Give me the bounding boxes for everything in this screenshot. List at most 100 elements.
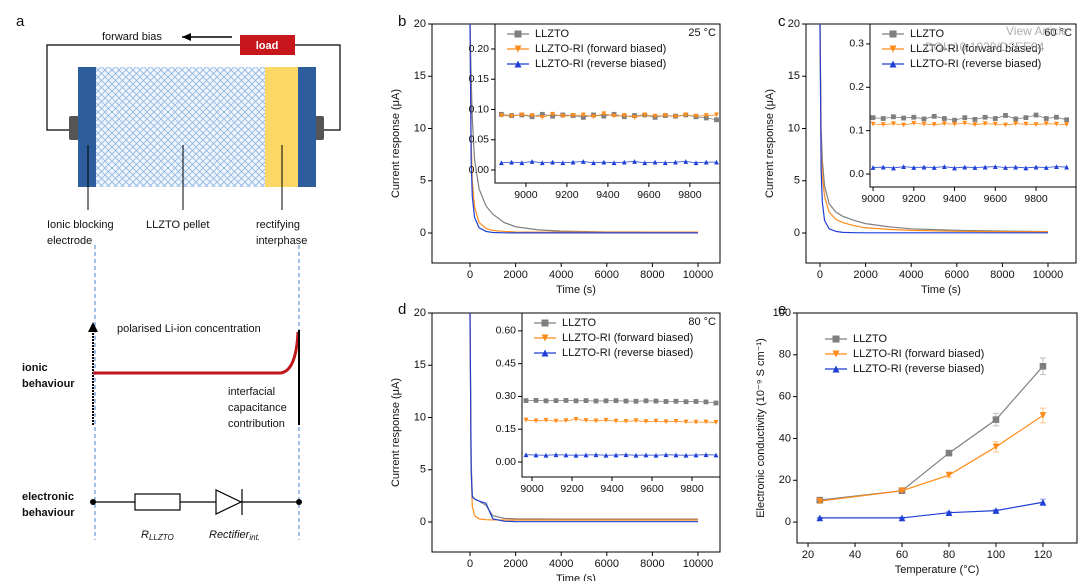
marker	[921, 116, 927, 122]
x-tick-label: 9400	[596, 189, 620, 201]
marker	[1013, 116, 1019, 122]
legend-label: LLZTO-RI (reverse biased)	[853, 363, 984, 375]
y-tick-label: 0.3	[849, 38, 864, 50]
marker	[603, 417, 609, 423]
marker	[816, 497, 824, 505]
marker	[613, 418, 619, 424]
marker	[662, 113, 668, 118]
marker	[693, 160, 699, 166]
marker	[529, 159, 535, 164]
annotation: 60 °C	[1044, 27, 1072, 39]
legend-swatch	[541, 334, 549, 342]
marker	[703, 399, 709, 405]
x-tick-label: 9800	[1024, 193, 1048, 205]
marker	[1039, 412, 1047, 419]
legend-swatch	[889, 45, 897, 53]
marker	[509, 113, 514, 119]
legend-swatch	[514, 45, 522, 53]
marker	[703, 159, 709, 165]
panel-label: b	[398, 13, 406, 30]
legend-label: LLZTO-RI (forward biased)	[853, 348, 984, 360]
x-axis-label: Temperature (°C)	[895, 564, 979, 576]
marker	[1033, 122, 1039, 127]
capacitance-label: capacitance	[228, 402, 287, 414]
legend-swatch	[514, 60, 522, 68]
connector	[314, 116, 324, 140]
x-tick-label: 4000	[549, 269, 573, 281]
marker	[1043, 116, 1049, 121]
marker	[550, 111, 555, 117]
panel-label: a	[16, 13, 25, 30]
marker	[714, 112, 719, 118]
marker	[952, 117, 957, 123]
marker	[1003, 122, 1008, 128]
x-axis-label: Time (s)	[556, 284, 596, 296]
x-tick-label: 8000	[640, 269, 664, 281]
series-line	[819, 24, 1049, 233]
legend-label: LLZTO-RI (forward biased)	[535, 43, 666, 55]
x-tick-label: 0	[817, 269, 823, 281]
marker	[703, 452, 709, 458]
y-tick-label: 20	[414, 18, 426, 30]
marker	[941, 164, 947, 170]
y-tick-label: 15	[788, 70, 800, 82]
marker	[931, 165, 937, 170]
x-tick-label: 4000	[549, 558, 573, 570]
marker	[1054, 114, 1059, 120]
marker	[931, 113, 937, 119]
legend-swatch	[889, 60, 897, 68]
legend-label: LLZTO-RI (reverse biased)	[535, 58, 666, 70]
series-line	[469, 313, 698, 523]
inset-line	[501, 161, 717, 164]
marker	[543, 417, 549, 423]
marker	[560, 113, 566, 119]
marker	[550, 159, 555, 165]
marker	[911, 114, 917, 120]
y-tick-label: 15	[414, 359, 426, 371]
legend-label: LLZTO-RI (reverse biased)	[562, 347, 693, 359]
marker	[880, 122, 886, 127]
marker	[663, 452, 669, 458]
marker	[962, 164, 968, 170]
x-tick-label: 6000	[945, 269, 969, 281]
x-tick-label: 9800	[680, 483, 704, 495]
marker	[539, 111, 545, 117]
y-tick-label: 5	[420, 464, 426, 476]
y-axis-label: Electronic conductivity (10⁻⁹ S cm⁻¹)	[755, 338, 767, 518]
marker	[714, 159, 719, 165]
marker	[992, 116, 998, 121]
electrode	[298, 67, 316, 187]
marker	[1064, 164, 1070, 170]
marker	[553, 398, 559, 404]
panel-label: c	[778, 13, 786, 30]
y-tick-label: 10	[414, 411, 426, 423]
rectifier-subscript: int.	[249, 533, 260, 542]
y-tick-label: 0.2	[849, 81, 864, 93]
marker	[1064, 122, 1070, 127]
marker	[870, 121, 876, 127]
plot-frame	[796, 312, 1078, 544]
marker	[1039, 363, 1047, 370]
marker	[570, 159, 576, 165]
marker	[1064, 117, 1070, 123]
marker	[911, 120, 917, 126]
x-tick-label: 10000	[1033, 269, 1064, 281]
circuit-wire	[46, 44, 341, 131]
marker	[539, 114, 545, 120]
electrode-label: Ionic blocking	[47, 219, 114, 231]
pointer-lines	[87, 145, 283, 210]
legend-label: LLZTO-RI (forward biased)	[910, 43, 1041, 55]
pellet	[96, 67, 265, 187]
resistor-symbol: R	[141, 529, 149, 541]
y-tick-label: 0.00	[496, 456, 517, 468]
marker	[519, 112, 525, 118]
y-tick-label: 0.15	[469, 73, 490, 85]
connector	[69, 116, 79, 140]
marker	[921, 164, 927, 170]
marker	[992, 443, 1000, 451]
x-tick-label: 9400	[600, 483, 624, 495]
watermark: View Article	[1006, 24, 1068, 38]
marker	[633, 418, 639, 424]
y-tick-label: 0.10	[469, 103, 490, 115]
